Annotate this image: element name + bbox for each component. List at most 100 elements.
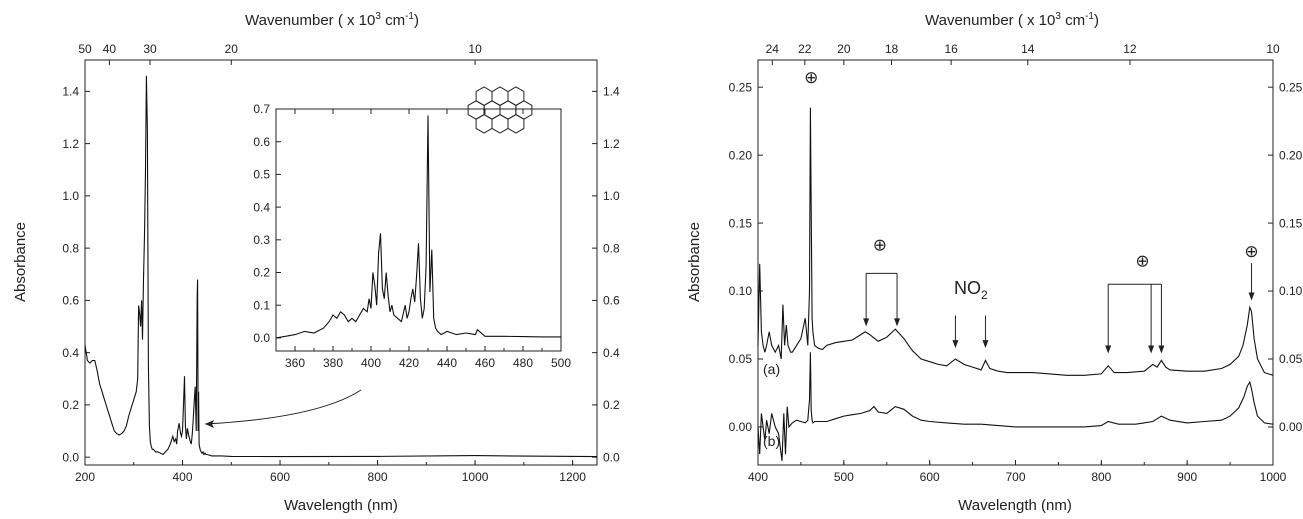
cation-marker-bracket-1: ⊕ — [873, 235, 887, 254]
top-tick-label: 20 — [837, 42, 851, 56]
bracket-1-arrow-left-head — [863, 318, 870, 327]
top-tick-label: 18 — [885, 42, 899, 56]
top-tick-label: 14 — [1021, 42, 1035, 56]
y-tick-label: 0.8 — [62, 241, 79, 255]
x-tick-label: 500 — [834, 470, 854, 484]
x-tick-label: 700 — [1005, 470, 1025, 484]
x-tick-label: 480 — [513, 356, 533, 370]
top-tick-label: 10 — [1266, 42, 1280, 56]
no2-label: NO2 — [954, 278, 988, 302]
x-tick-label: 1000 — [462, 470, 489, 484]
y-tick-label-right: 0.0 — [603, 450, 620, 464]
y-tick-label-right: 1.0 — [603, 189, 620, 203]
inset-pointer-arrowhead — [205, 420, 214, 428]
bracket-1-arrow-right-head — [894, 318, 901, 327]
y-tick-label: 0.5 — [253, 168, 270, 182]
right-x-axis-label: Wavelength (nm) — [958, 497, 1072, 514]
y-tick-label: 0.0 — [253, 331, 270, 345]
cation-marker-bracket-2: ⊕ — [1135, 252, 1149, 271]
y-tick-label: 0.0 — [62, 450, 79, 464]
x-tick-label: 500 — [551, 356, 571, 370]
y-tick-label: 0.3 — [253, 233, 270, 247]
y-tick-label-right: 1.2 — [603, 137, 620, 151]
cation-marker-975: ⊕ — [1244, 242, 1258, 261]
y-tick-label: 0.1 — [253, 298, 270, 312]
y-tick-label-right: 0.6 — [603, 294, 620, 308]
x-tick-label: 600 — [920, 470, 940, 484]
x-tick-label: 400 — [748, 470, 768, 484]
y-tick-label: 0.7 — [253, 102, 270, 116]
y-tick-label-right: 0.10 — [1279, 284, 1303, 298]
x-tick-label: 420 — [399, 356, 419, 370]
top-tick-label: 24 — [766, 42, 780, 56]
top-tick-label: 20 — [225, 42, 239, 56]
top-tick-label: 22 — [798, 42, 812, 56]
right-ticks: 400 500 600 700 800 900 1000 0.00 0.00 0.05 0.05 0.… — [729, 42, 1303, 484]
left-top-axis-label: Wavenumber ( x 103 cm-1) — [245, 11, 419, 29]
right-chart: 400 500 600 700 800 900 1000 0.00 0.00 0.05 0.05 0.… — [686, 11, 1303, 514]
bracket-2-arrow-2-head — [1158, 345, 1165, 354]
y-tick-label: 0.6 — [62, 294, 79, 308]
y-tick-label-right: 0.2 — [603, 398, 620, 412]
x-tick-label: 800 — [1091, 470, 1111, 484]
series-label-b: (b) — [763, 433, 780, 449]
y-tick-label: 0.6 — [253, 135, 270, 149]
right-y-axis-label: Absorbance — [686, 222, 703, 302]
y-tick-label: 0.2 — [62, 398, 79, 412]
y-tick-label: 0.20 — [729, 148, 753, 162]
right-series-a-line — [757, 107, 1274, 376]
y-tick-label-right: 0.15 — [1279, 216, 1303, 230]
x-tick-label: 900 — [1177, 470, 1197, 484]
x-tick-label: 400 — [173, 470, 193, 484]
y-tick-label-right: 0.8 — [603, 241, 620, 255]
right-top-axis-label: Wavenumber ( x 103 cm-1) — [925, 11, 1099, 29]
y-tick-label-right: 0.05 — [1279, 352, 1303, 366]
molecule-structure-diagram — [467, 86, 533, 134]
bracket-2-arrow-1-head — [1148, 345, 1155, 354]
inset-pointer-arrow — [204, 389, 362, 425]
top-tick-label: 12 — [1123, 42, 1137, 56]
left-plot-frame — [84, 59, 598, 466]
inset-series-line — [275, 115, 561, 339]
y-tick-label: 1.2 — [62, 137, 79, 151]
cation-arrow-975-head — [1248, 292, 1255, 301]
y-tick-label-right: 0.00 — [1279, 420, 1303, 434]
left-series-line — [84, 75, 598, 458]
x-tick-label: 360 — [285, 356, 305, 370]
y-tick-label: 0.10 — [729, 284, 753, 298]
top-tick-label: 30 — [143, 42, 157, 56]
series-label-a: (a) — [763, 361, 780, 377]
left-x-axis-label: Wavelength (nm) — [284, 497, 398, 514]
y-tick-label: 0.4 — [253, 200, 270, 214]
left-ticks: 200 400 600 800 1000 1200 0.0 0.0 0.2 0.2 0.4 0.4 0.… — [62, 42, 620, 484]
y-tick-label-right: 0.4 — [603, 346, 620, 360]
y-tick-label-right: 0.20 — [1279, 148, 1303, 162]
left-y-axis-label: Absorbance — [12, 222, 29, 302]
x-tick-label: 460 — [475, 356, 495, 370]
inset-ticks: 360 380 400 420 440 460 480 500 0.0 0.1 0.2 0.3 0.4 0… — [253, 102, 571, 370]
y-tick-label: 0.00 — [729, 420, 753, 434]
top-tick-label: 40 — [103, 42, 117, 56]
y-tick-label: 0.2 — [253, 266, 270, 280]
x-tick-label: 1200 — [559, 470, 586, 484]
top-tick-label: 50 — [78, 42, 92, 56]
left-inset-chart: 360 380 400 420 440 460 480 500 0.0 0.1 0.2 0.3 0.4 0… — [253, 102, 571, 370]
right-plot-frame — [757, 59, 1274, 466]
x-tick-label: 600 — [270, 470, 290, 484]
y-tick-label-right: 0.25 — [1279, 80, 1303, 94]
benzene-ring — [507, 114, 525, 134]
x-tick-label: 200 — [75, 470, 95, 484]
cation-marker-462: ⊕ — [804, 68, 818, 87]
y-tick-label: 0.25 — [729, 80, 753, 94]
no2-arrow-1-head — [982, 340, 989, 349]
bracket-2-arrow-0-head — [1105, 345, 1112, 354]
y-tick-label-right: 1.4 — [603, 85, 620, 99]
x-tick-label: 380 — [323, 356, 343, 370]
y-tick-label: 0.05 — [729, 352, 753, 366]
top-tick-label: 16 — [944, 42, 958, 56]
y-tick-label: 1.0 — [62, 189, 79, 203]
y-tick-label: 0.4 — [62, 346, 79, 360]
x-tick-label: 400 — [361, 356, 381, 370]
y-tick-label: 1.4 — [62, 85, 79, 99]
